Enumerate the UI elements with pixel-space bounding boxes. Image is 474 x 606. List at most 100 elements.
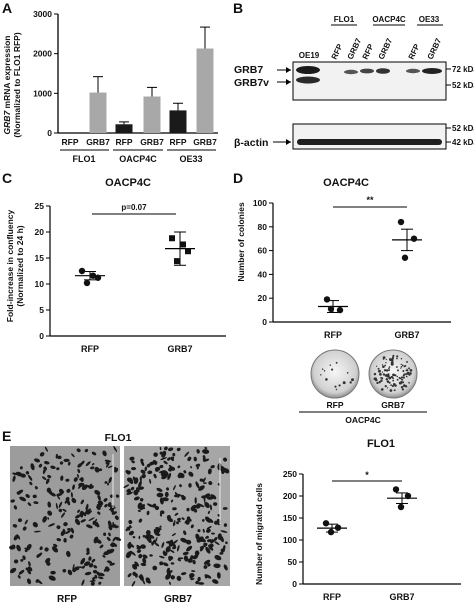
grb7-cell-11 (190, 466, 193, 469)
grb7-cell-81 (195, 481, 200, 489)
panel-d-ytick-label-4: 80 (258, 222, 268, 232)
grb7-cell-196 (126, 477, 133, 483)
rfp-cell-222 (75, 514, 81, 519)
plate-grb7-colony-84 (392, 354, 395, 357)
grb7-cell-96 (192, 559, 196, 565)
grb7-cell-79 (208, 544, 214, 551)
panel-c-pvalue: p=0.07 (121, 203, 147, 212)
plate-grb7-colony-86 (400, 365, 403, 368)
grb7-cell-153 (153, 473, 157, 479)
blot-band-oe19-grb7 (296, 66, 320, 74)
rfp-cell-123 (72, 484, 75, 490)
plate-label-rfp: RFP (327, 400, 344, 410)
rfp-cell-84 (80, 557, 86, 565)
panel-c-xlabel-1: GRB7 (167, 344, 192, 354)
rfp-cell-65 (9, 545, 16, 550)
rfp-cell-161 (80, 519, 86, 523)
rfp-cell-40 (63, 537, 67, 543)
grb7-cell-278 (179, 484, 182, 488)
grb7-cell-184 (140, 469, 146, 475)
panel-e-ytick-label-3: 150 (283, 513, 297, 523)
rfp-cell-6 (107, 502, 112, 508)
grb7-cell-276 (219, 467, 224, 471)
rfp-cell-192 (47, 474, 52, 479)
plate-grb7-colony-81 (391, 359, 394, 362)
panel-e-xlabel-0: RFP (323, 592, 341, 602)
panel-a-xlabel-4: RFP (170, 137, 187, 147)
panel-c-point-1-1 (180, 241, 186, 248)
blot-marker-42: 42 kDa (452, 138, 474, 147)
grb7-cell-67 (168, 555, 172, 562)
grb7-cell-111 (132, 536, 136, 539)
rfp-cell-228 (106, 536, 111, 542)
rfp-cell-162 (76, 448, 81, 453)
rfp-cell-207 (71, 497, 77, 504)
rfp-cell-128 (57, 455, 62, 460)
panel-d-title: OACP4C (323, 177, 369, 189)
rfp-cell-171 (80, 477, 84, 483)
rfp-cell-210 (80, 510, 87, 517)
rfp-cell-42 (67, 528, 71, 531)
plate-grb7-colony-90 (384, 374, 387, 377)
grb7-cell-139 (186, 507, 190, 512)
rfp-cell-111 (62, 508, 67, 512)
plate-rfp-colony-6 (321, 368, 324, 370)
grb7-cell-40 (139, 476, 142, 482)
rfp-cell-227 (110, 543, 115, 547)
grb7-cell-163 (196, 466, 199, 470)
migration-image-rfp (10, 446, 120, 586)
rfp-cell-149 (36, 552, 43, 558)
grb7-cell-101 (172, 507, 177, 511)
blot-group-flo1: FLO1 (334, 15, 355, 24)
rfp-cell-169 (102, 554, 106, 558)
panel-e-ytick-label-4: 200 (283, 491, 297, 501)
rfp-cell-132 (22, 526, 27, 531)
plate-grb7-colony-41 (373, 372, 377, 376)
panel-a-ylabel: GRB7 mRNA expression (2, 36, 12, 135)
grb7-cell-205 (203, 559, 211, 565)
rfp-cell-5 (18, 569, 25, 575)
grb7-cell-252 (178, 472, 184, 476)
plate-grb7-colony-71 (408, 367, 411, 370)
panel-d-ytick-label-2: 40 (258, 269, 268, 279)
rfp-cell-172 (85, 461, 91, 467)
grb7-cell-5 (196, 449, 200, 454)
grb7-cell-178 (197, 576, 201, 582)
plate-grb7-colony-76 (396, 357, 398, 360)
grb7-cell-69 (132, 563, 138, 570)
rfp-cell-225 (106, 560, 113, 564)
rfp-cell-229 (44, 446, 48, 452)
rfp-cell-214 (77, 468, 81, 474)
grb7-cell-209 (137, 509, 141, 512)
grb7-cell-112 (206, 496, 214, 500)
plate-grb7-colony-1 (401, 364, 404, 367)
panel-letter-c: C (2, 170, 13, 186)
plate-grb7-colony-64 (397, 369, 399, 372)
plate-grb7-colony-38 (381, 377, 384, 380)
grb7-cell-0 (131, 580, 136, 587)
rfp-cell-219 (108, 524, 113, 531)
grb7-cell-39 (197, 529, 201, 533)
plate-label-grb7: GRB7 (381, 400, 405, 410)
grb7-cell-44 (181, 517, 185, 520)
plate-grb7-colony-20 (400, 367, 402, 369)
rfp-cell-176 (24, 519, 28, 525)
plate-rfp-colony-3 (325, 378, 328, 381)
panel-a-ytick-label-0: 0 (47, 128, 52, 138)
blot-arrowhead-actin (286, 139, 291, 145)
grb7-cell-266 (167, 570, 173, 575)
grb7-cell-114 (161, 450, 167, 458)
panel-e-plot: 0 50 100 150 200 250 RFP GRB7 (283, 469, 417, 602)
grb7-cell-156 (136, 549, 142, 553)
blot-marker-52: 52 kDa (452, 81, 474, 90)
grb7-cell-15 (211, 532, 216, 535)
grb7-cell-284 (182, 552, 186, 556)
rfp-cell-101 (35, 579, 40, 583)
grb7-cell-108 (195, 533, 200, 540)
rfp-cell-122 (56, 493, 63, 497)
panel-a-x-labels: RFP GRB7 RFP GRB7 RFP GRB7 (62, 137, 218, 147)
panel-a-bars (61, 26, 214, 134)
panel-d-ylabel: Number of colonies (236, 202, 246, 282)
grb7-cell-14 (202, 454, 206, 461)
grb7-cell-1 (193, 456, 197, 462)
